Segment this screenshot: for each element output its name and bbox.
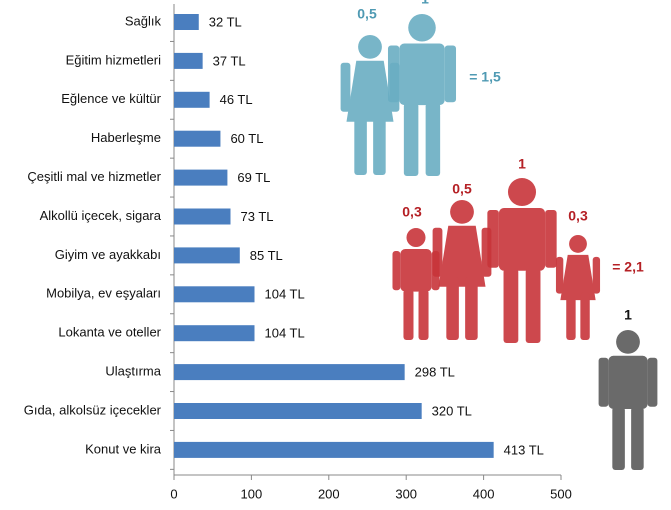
y-tick-label: Giyim ve ayakkabı: [55, 247, 161, 262]
person-figure: [392, 228, 439, 340]
bar: [174, 286, 254, 302]
bar: [174, 14, 199, 30]
bar: [174, 170, 227, 186]
person-figure: [487, 178, 556, 343]
head: [569, 235, 587, 253]
value-label: 32 TL: [209, 14, 242, 29]
body: [560, 255, 595, 300]
x-tick-label: 200: [318, 486, 340, 501]
y-tick-label: Haberleşme: [91, 130, 161, 145]
body: [400, 249, 431, 292]
bar: [174, 247, 240, 263]
value-label: 413 TL: [504, 442, 544, 457]
value-label: 60 TL: [230, 131, 263, 146]
annotation: 0,5: [357, 6, 377, 22]
value-label: 104 TL: [264, 287, 304, 302]
arm: [648, 358, 658, 407]
arm: [388, 46, 399, 103]
value-label: 85 TL: [250, 248, 283, 263]
head: [358, 35, 382, 59]
body: [346, 61, 393, 122]
arm: [392, 251, 400, 290]
arm: [487, 210, 499, 268]
head: [508, 178, 536, 206]
annotation: 0,3: [402, 204, 422, 220]
arm: [593, 257, 600, 294]
arm: [556, 257, 563, 294]
leg: [404, 103, 419, 176]
bar: [174, 92, 210, 108]
arm: [545, 210, 557, 268]
y-tick-label: Ulaştırma: [105, 364, 161, 379]
leg: [612, 407, 625, 470]
leg: [566, 293, 575, 340]
bar: [174, 325, 254, 341]
leg: [403, 290, 413, 340]
head: [406, 228, 425, 247]
leg: [419, 290, 429, 340]
body: [499, 208, 545, 271]
bar: [174, 403, 422, 419]
annotation: 1: [421, 0, 429, 7]
leg: [580, 293, 589, 340]
value-label: 104 TL: [264, 326, 304, 341]
y-tick-label: Çeşitli mal ve hizmetler: [27, 169, 161, 184]
leg: [526, 269, 541, 343]
value-label: 37 TL: [213, 53, 246, 68]
head: [616, 330, 640, 354]
value-label: 320 TL: [432, 403, 472, 418]
y-tick-label: Alkollü içecek, sigara: [40, 208, 162, 223]
body: [399, 44, 444, 106]
y-tick-label: Mobilya, ev eşyaları: [46, 286, 161, 301]
leg: [465, 277, 478, 340]
leg: [373, 112, 386, 175]
bar: [174, 53, 203, 69]
leg: [504, 269, 519, 343]
chart: 0,5 1 = 1,5 0,3 0,5 1 0,3 = 2,1 1 0 100 200 300 400 50…: [0, 0, 671, 510]
y-tick-label: Lokanta ve oteller: [58, 325, 161, 340]
value-label: 73 TL: [241, 209, 274, 224]
bar: [174, 442, 494, 458]
body: [608, 356, 647, 409]
annotation: 1: [518, 156, 526, 172]
bar: [174, 209, 231, 225]
arm: [341, 63, 351, 112]
person-figure: [599, 330, 658, 470]
arm: [433, 228, 443, 277]
value-label: 69 TL: [237, 170, 270, 185]
person-figure: [556, 235, 600, 340]
y-tick-label: Eğlence ve kültür: [61, 91, 161, 106]
y-tick-label: Gıda, alkolsüz içecekler: [24, 402, 162, 417]
x-tick-label: 400: [473, 486, 495, 501]
value-label: 298 TL: [415, 365, 455, 380]
leg: [446, 277, 459, 340]
x-tick-label: 0: [170, 486, 177, 501]
leg: [426, 103, 441, 176]
leg: [631, 407, 644, 470]
bar: [174, 131, 220, 147]
x-tick-label: 500: [550, 486, 572, 501]
arm: [599, 358, 609, 407]
body: [438, 226, 485, 287]
annotation: 0,3: [568, 208, 588, 224]
y-tick-label: Sağlık: [125, 13, 162, 28]
annotation: = 1,5: [469, 69, 501, 85]
bar: [174, 364, 405, 380]
x-tick-label: 100: [241, 486, 263, 501]
annotation: 0,5: [452, 181, 472, 197]
y-tick-label: Eğitim hizmetleri: [66, 52, 161, 67]
annotation: 1: [624, 307, 632, 323]
leg: [354, 112, 367, 175]
x-tick-label: 300: [395, 486, 417, 501]
y-tick-label: Konut ve kira: [85, 441, 162, 456]
value-label: 46 TL: [220, 92, 253, 107]
person-figure: [433, 200, 492, 340]
head: [450, 200, 474, 224]
annotation: = 2,1: [612, 259, 644, 275]
head: [408, 14, 436, 42]
person-figure: [388, 14, 456, 176]
arm: [445, 46, 456, 103]
